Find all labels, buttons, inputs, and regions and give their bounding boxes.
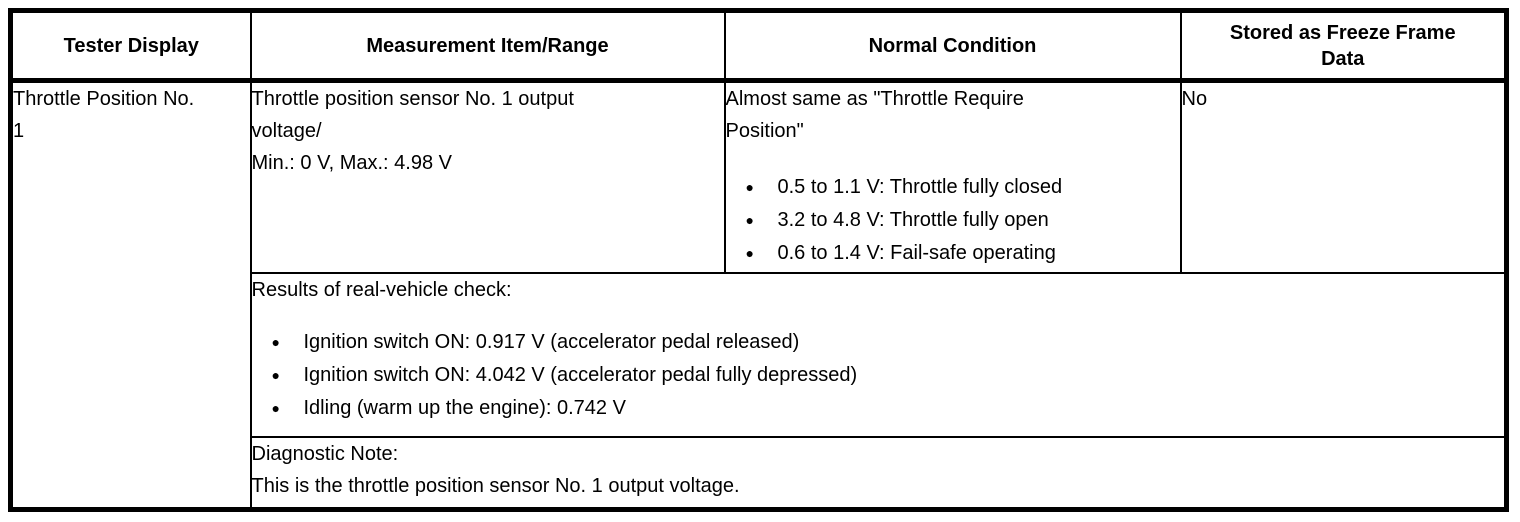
cell-tester-display: Throttle Position No. 1 [9,79,252,511]
measurement-line: voltage/ [251,120,322,142]
tester-display-text: Throttle Position No. 1 [13,83,249,147]
cell-diagnostic-note: Diagnostic Note: This is the throttle pos… [249,435,1508,511]
measurement-line: Throttle position sensor No. 1 output [251,88,574,110]
tester-data-table: Tester Display Measurement Item/Range No… [8,8,1509,512]
header-measurement-item-range: Measurement Item/Range [249,9,726,83]
header-stored-freeze-frame: Stored as Freeze Frame Data [1179,9,1508,83]
table-row-main: Throttle Position No. 1 Throttle position… [9,79,1508,511]
diagnostic-note-text: Diagnostic Note: This is the throttle pos… [251,439,1505,502]
results-bullet-list: Ignition switch ON: 0.917 V (accelerator… [253,326,1505,425]
header-tester-display: Tester Display [9,9,252,83]
normal-condition-bullet: 0.5 to 1.1 V: Throttle fully closed [727,171,1179,204]
header-label: Stored as Freeze Frame Data [1229,21,1456,70]
cell-measurement-item-range: Throttle position sensor No. 1 output vol… [249,79,726,274]
diagnostic-note-line: Diagnostic Note: [251,442,399,465]
header-label: Normal Condition [868,34,1037,57]
freeze-frame-value: No [1181,88,1208,110]
results-bullet: Idling (warm up the engine): 0.742 V [253,392,1505,425]
header-normal-condition: Normal Condition [723,9,1182,83]
measurement-text: Throttle position sensor No. 1 output vol… [251,83,723,179]
results-bullet: Ignition switch ON: 0.917 V (accelerator… [253,326,1505,359]
normal-condition-intro: Almost same as "Throttle Require Position… [725,83,1179,147]
cell-freeze-frame: No [1179,79,1508,274]
normal-condition-bullet: 0.6 to 1.4 V: Fail-safe operating [727,237,1179,270]
table-header-row: Tester Display Measurement Item/Range No… [9,9,1508,83]
results-title: Results of real-vehicle check: [251,278,512,301]
normal-condition-line: Position" [725,120,804,142]
measurement-line: Min.: 0 V, Max.: 4.98 V [251,152,452,174]
tester-display-line: 1 [13,120,25,142]
header-label: Measurement Item/Range [366,34,609,57]
cell-normal-condition: Almost same as "Throttle Require Position… [723,79,1182,274]
table-row-results: Results of real-vehicle check: Ignition … [11,271,1508,438]
diagnostic-note-line: This is the throttle position sensor No.… [251,474,740,497]
header-label: Tester Display [63,34,199,57]
tester-display-line: Throttle Position No. [13,88,195,110]
normal-condition-bullet: 3.2 to 4.8 V: Throttle fully open [727,204,1179,237]
normal-condition-bullet-list: 0.5 to 1.1 V: Throttle fully closed3.2 t… [727,171,1179,270]
normal-condition-line: Almost same as "Throttle Require [725,88,1024,110]
results-bullet: Ignition switch ON: 4.042 V (accelerator… [253,359,1505,392]
table-row-diagnostic: Diagnostic Note: This is the throttle pos… [11,435,1508,511]
cell-results: Results of real-vehicle check: Ignition … [249,271,1508,438]
